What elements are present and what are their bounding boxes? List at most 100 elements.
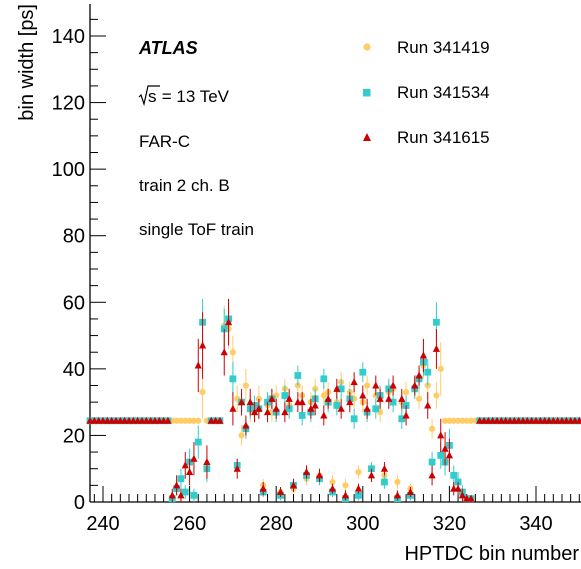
- data-point: [315, 471, 324, 479]
- data-point: [389, 381, 397, 389]
- data-point: [263, 408, 272, 416]
- x-axis-label: HPTDC bin number: [404, 543, 579, 565]
- data-points: [86, 298, 581, 503]
- data-point: [359, 368, 367, 376]
- data-point: [333, 402, 341, 409]
- y-tick-label: 80: [63, 226, 85, 248]
- legend: Run 341419 Run 341534 Run 341615: [363, 38, 490, 147]
- data-point: [398, 415, 406, 423]
- data-point: [337, 385, 345, 393]
- data-point: [437, 431, 445, 439]
- data-point: [402, 411, 410, 419]
- data-point: [320, 375, 328, 383]
- data-point: [419, 351, 428, 359]
- data-point: [433, 318, 440, 326]
- data-point: [372, 381, 380, 389]
- data-point: [337, 404, 345, 412]
- data-point: [194, 361, 202, 369]
- data-point: [311, 401, 319, 409]
- data-point: [394, 478, 401, 486]
- y-tick-label: 100: [52, 159, 85, 181]
- data-point: [181, 488, 189, 496]
- data-point: [363, 404, 371, 412]
- energy-symbol: s: [148, 87, 157, 106]
- data-point: [289, 481, 298, 489]
- data-point: [350, 378, 358, 386]
- data-point: [428, 471, 436, 479]
- data-point: [398, 394, 406, 402]
- data-point: [220, 348, 228, 356]
- data-point: [463, 417, 470, 424]
- train-label: train 2 ch. B: [139, 176, 230, 195]
- data-point: [424, 401, 432, 409]
- legend-marker-run-341534: [363, 89, 371, 97]
- mode-label: single ToF train: [139, 220, 254, 239]
- data-point: [298, 412, 306, 419]
- data-point: [177, 475, 185, 483]
- x-tick-label: 240: [86, 513, 119, 535]
- data-point: [177, 491, 185, 499]
- data-point: [195, 417, 202, 424]
- data-point: [181, 461, 189, 469]
- data-point: [441, 417, 449, 424]
- data-point: [355, 468, 362, 476]
- data-point: [393, 491, 402, 499]
- data-point: [446, 417, 453, 424]
- data-point: [242, 421, 250, 429]
- data-point: [415, 395, 423, 402]
- y-tick-label: 0: [74, 492, 85, 514]
- series-run-341534: [86, 298, 581, 503]
- data-point: [381, 478, 388, 486]
- data-point: [575, 416, 581, 424]
- data-point: [173, 481, 181, 489]
- data-point: [190, 417, 198, 424]
- y-axis-label: bin width [ps]: [16, 4, 38, 121]
- data-point: [372, 405, 380, 413]
- legend-marker-run-341419: [363, 43, 371, 51]
- data-point: [203, 458, 211, 466]
- data-point: [437, 365, 444, 372]
- data-point: [428, 425, 436, 432]
- x-tick-label: 260: [173, 513, 206, 535]
- data-point: [320, 411, 328, 419]
- data-point: [450, 417, 457, 424]
- data-point: [190, 491, 198, 499]
- data-point: [294, 372, 302, 379]
- data-point: [333, 384, 341, 392]
- data-point: [194, 438, 202, 446]
- data-point: [459, 417, 466, 424]
- data-point: [246, 398, 254, 406]
- data-point: [302, 468, 311, 476]
- data-point: [389, 398, 397, 406]
- data-point: [164, 416, 172, 424]
- energy-label: s = 13 TeV: [138, 85, 230, 107]
- data-point: [380, 464, 389, 472]
- axis-ticks: 240 260 280 300 320 340 0 20 40 60 80 100 120 140: [52, 18, 580, 535]
- data-point: [411, 381, 419, 389]
- data-point: [467, 494, 475, 502]
- plot-frame: [89, 4, 581, 503]
- data-point: [364, 382, 371, 389]
- data-point: [259, 484, 267, 492]
- data-point: [437, 452, 445, 459]
- data-point: [385, 385, 393, 393]
- data-point: [467, 417, 475, 424]
- data-point: [376, 394, 384, 402]
- data-point: [354, 484, 363, 492]
- data-point: [250, 408, 259, 416]
- x-tick-label: 280: [260, 513, 293, 535]
- data-point: [238, 432, 245, 439]
- data-point: [324, 394, 332, 402]
- data-point: [433, 392, 440, 399]
- data-point: [342, 482, 349, 489]
- data-point: [190, 454, 198, 462]
- data-point: [415, 371, 423, 379]
- data-point: [406, 488, 415, 496]
- data-point: [177, 417, 185, 424]
- legend-label-run-341534: Run 341534: [397, 83, 490, 102]
- y-tick-label: 20: [63, 425, 85, 447]
- data-point: [285, 394, 293, 402]
- legend-label-run-341419: Run 341419: [397, 38, 490, 57]
- series-run-341615: [86, 298, 581, 502]
